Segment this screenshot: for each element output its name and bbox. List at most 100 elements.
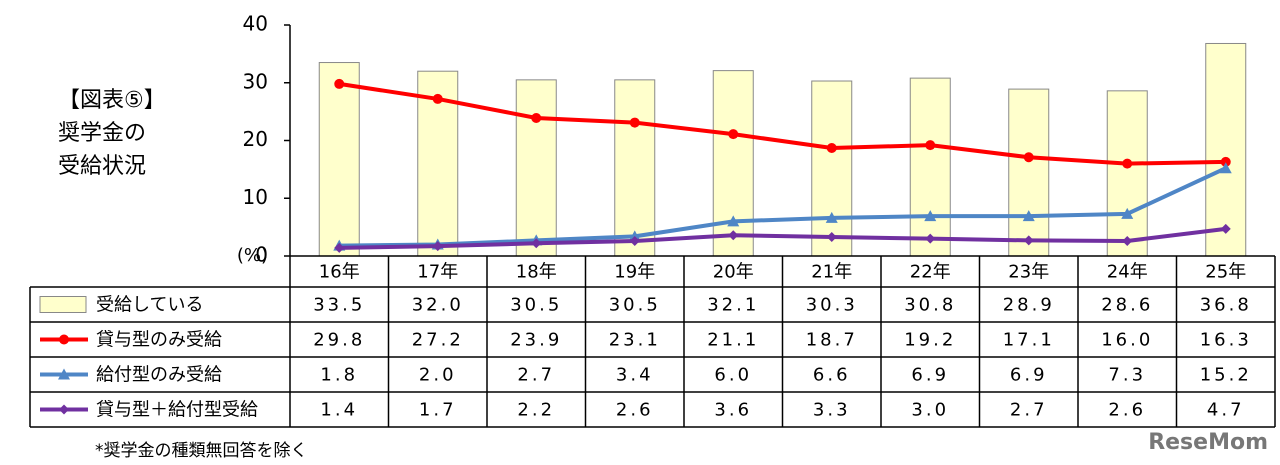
title-line: 受給状況 (58, 154, 146, 179)
table-value: 3.6 (714, 400, 752, 421)
marker (432, 241, 443, 252)
table-value: 6.6 (813, 365, 851, 386)
x-tick-label: 17年 (417, 262, 458, 283)
marker (59, 404, 69, 415)
table-value: 36.8 (1200, 295, 1252, 316)
bar (1008, 88, 1050, 257)
line (338, 81, 1226, 166)
table-value: 29.8 (313, 330, 365, 351)
marker (1122, 235, 1133, 246)
table-value: 1.4 (320, 400, 358, 421)
y-tick-label: 10 (243, 185, 268, 209)
marker (925, 233, 936, 244)
marker (1122, 158, 1133, 169)
table-value: 6.0 (714, 365, 752, 386)
x-tick-label: 23年 (1008, 262, 1049, 283)
table-value: 4.7 (1207, 400, 1245, 421)
marker (1220, 223, 1231, 234)
legend-swatch (39, 296, 87, 313)
watermark: ReseMom (1148, 430, 1268, 455)
marker (825, 211, 838, 223)
marker (1220, 156, 1231, 167)
table-value: 30.5 (510, 295, 562, 316)
table-value: 23.9 (510, 330, 562, 351)
marker (727, 215, 740, 227)
marker (58, 368, 70, 380)
marker (1121, 207, 1134, 219)
x-tick-label: 18年 (516, 262, 557, 283)
table-value: 7.3 (1108, 365, 1146, 386)
marker (1023, 235, 1034, 246)
marker (826, 231, 837, 242)
bar (712, 70, 754, 257)
marker (628, 230, 641, 242)
marker (925, 140, 936, 151)
table-value: 2.0 (419, 365, 457, 386)
x-tick-label: 20年 (713, 262, 754, 283)
table-value: 2.6 (616, 400, 654, 421)
title: 【図表⑤】 奨学金の 受給状況 (58, 88, 166, 179)
x-tick-label: 19年 (614, 262, 655, 283)
table-value: 2.2 (517, 400, 555, 421)
x-tick-label: 16年 (319, 262, 360, 283)
table-value: 3.4 (616, 365, 654, 386)
table-value: 32.1 (707, 295, 759, 316)
table-value: 28.6 (1101, 295, 1153, 316)
table-value: 2.7 (517, 365, 555, 386)
table-value: 6.9 (911, 365, 949, 386)
table-value: 27.2 (412, 330, 464, 351)
marker (1022, 210, 1035, 222)
bar (811, 80, 853, 257)
table-value: 30.8 (904, 295, 956, 316)
x-tick-label: 24年 (1107, 262, 1148, 283)
table-value: 28.9 (1003, 295, 1055, 316)
bar (614, 79, 656, 257)
legend-label: 貸与型＋給付型受給 (96, 400, 258, 421)
table-value: 1.8 (320, 365, 358, 386)
title-line: 奨学金の (58, 121, 146, 146)
table-value: 15.2 (1200, 365, 1252, 386)
y-tick-label: 40 (243, 12, 268, 36)
table-value: 32.0 (412, 295, 464, 316)
bar (1205, 42, 1247, 257)
y-tick-label: 20 (243, 127, 268, 151)
marker (432, 93, 443, 104)
marker (629, 117, 640, 128)
line (339, 226, 1226, 250)
marker (531, 112, 542, 123)
marker (924, 210, 937, 222)
bar (1106, 90, 1148, 257)
marker (826, 143, 837, 154)
table-value: 16.0 (1101, 330, 1153, 351)
table-value: 2.7 (1010, 400, 1048, 421)
legend-label: 貸与型のみ受給 (96, 330, 222, 351)
table-value: 17.1 (1003, 330, 1055, 351)
marker (334, 242, 345, 253)
table-value: 18.7 (806, 330, 858, 351)
footnote: *奨学金の種類無回答を除く (95, 441, 308, 461)
table-value: 21.1 (707, 330, 759, 351)
marker (59, 334, 69, 345)
table-value: 30.5 (609, 295, 661, 316)
x-tick-label: 25年 (1205, 262, 1246, 283)
marker (1219, 162, 1232, 174)
table-value: 30.3 (806, 295, 858, 316)
y-tick-label: 0 (255, 243, 268, 267)
table-value: 33.5 (313, 295, 365, 316)
table-value: 3.3 (813, 400, 851, 421)
bar (515, 79, 557, 257)
x-tick-label: 21年 (811, 262, 852, 283)
table-value: 3.0 (911, 400, 949, 421)
marker (531, 238, 542, 249)
bar (318, 62, 360, 257)
bar (909, 77, 951, 257)
marker (334, 78, 345, 89)
table-value: 6.9 (1010, 365, 1048, 386)
y-tick-label: 30 (243, 69, 268, 93)
table-value: 19.2 (904, 330, 956, 351)
table-value: 1.7 (419, 400, 457, 421)
title-line: 【図表⑤】 (58, 88, 166, 113)
marker (728, 129, 739, 140)
